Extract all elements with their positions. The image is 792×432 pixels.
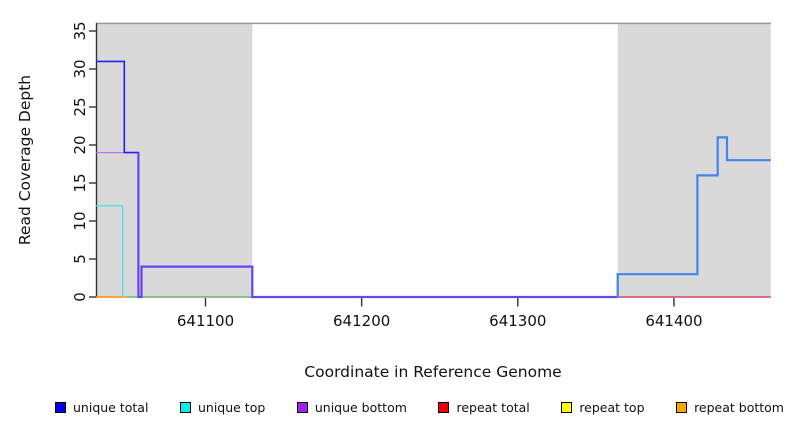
legend-item-unique-top: unique top [179, 400, 266, 415]
series-unique-total-right [616, 136, 771, 297]
x-axis-label: Coordinate in Reference Genome [304, 363, 562, 381]
y-tick-label: 25 [71, 97, 89, 116]
legend-swatch-icon [676, 402, 688, 413]
x-tick-label: 641400 [645, 312, 702, 330]
x-tick-label: 641200 [333, 312, 390, 330]
y-tick-label: 30 [71, 59, 89, 78]
legend-label: repeat top [579, 400, 645, 415]
y-tick-label: 20 [71, 135, 89, 154]
legend-label: unique total [73, 400, 149, 415]
legend-swatch-icon [55, 402, 66, 413]
legend-label: unique top [197, 400, 266, 415]
y-tick-label: 10 [71, 211, 89, 230]
series-unique-total-bottom-overlap [137, 152, 618, 299]
legend-swatch-icon [179, 402, 191, 413]
y-tick-label: 5 [71, 254, 89, 264]
y-tick-label: 0 [71, 292, 89, 302]
legend-item-unique-total: unique total [55, 400, 148, 415]
legend-swatch-icon [296, 402, 308, 413]
series-unique-top [96, 205, 124, 297]
y-tick-label: 15 [71, 173, 89, 192]
legend-label: repeat bottom [694, 400, 784, 415]
legend-swatch-icon [561, 402, 573, 413]
left-repeat-region-shading [96, 23, 253, 298]
legend-item-repeat-top: repeat top [561, 400, 645, 415]
legend-item-repeat-total: repeat total [438, 400, 530, 415]
x-tick-label: 641100 [177, 312, 234, 330]
legend: unique total unique top unique bottom repea… [55, 400, 784, 415]
x-tick-label: 641300 [489, 312, 546, 330]
legend-swatch-icon [438, 402, 450, 413]
y-axis-label: Read Coverage Depth [16, 74, 34, 246]
plot-area: 0 5 10 15 20 25 30 35 641100 641200 641300 641400 [71, 21, 771, 330]
legend-item-repeat-bottom: repeat bottom [676, 400, 784, 415]
y-tick-label: 35 [71, 21, 89, 40]
legend-label: unique bottom [314, 400, 407, 415]
legend-label: repeat total [456, 400, 530, 415]
legend-item-unique-bottom: unique bottom [296, 400, 407, 415]
